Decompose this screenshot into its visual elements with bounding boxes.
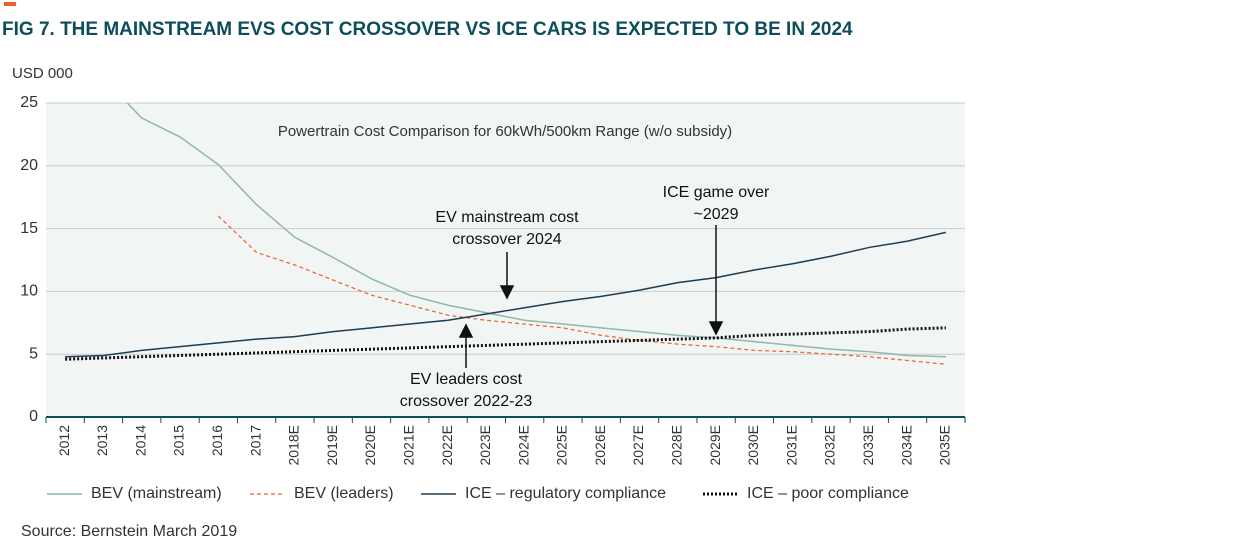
series-line: [126, 103, 946, 358]
x-tick-label: 2031E: [783, 425, 799, 465]
x-tick-label: 2018E: [286, 425, 302, 465]
y-tick-label: 10: [20, 283, 38, 300]
series-line: [65, 231, 947, 358]
x-tick-label: 2013: [94, 425, 110, 456]
legend-label: BEV (leaders): [294, 485, 394, 502]
y-tick-label: 25: [20, 94, 38, 111]
chart-subtitle: Powertrain Cost Comparison for 60kWh/500…: [278, 123, 732, 140]
x-tick-label: 2020E: [362, 425, 378, 465]
plot-background: [46, 103, 965, 417]
legend-label: ICE – poor compliance: [747, 485, 909, 502]
series-line: [217, 215, 946, 365]
x-tick-label: 2024E: [515, 425, 531, 465]
x-tick-label: 2015: [171, 425, 187, 456]
legend-label: BEV (mainstream): [91, 485, 222, 502]
annotation-arrows: [458, 225, 724, 368]
chart-title: FIG 7. THE MAINSTREAM EVS COST CROSSOVER…: [2, 19, 853, 40]
x-tick-label: 2016: [209, 425, 225, 456]
x-tick-label: 2030E: [745, 425, 761, 465]
x-tick-label: 2033E: [860, 425, 876, 465]
annotation: EV mainstream cost: [435, 209, 579, 226]
y-tick-label: 5: [29, 345, 38, 362]
x-tick-label: 2025E: [554, 425, 570, 465]
annotation: ~2029: [694, 206, 739, 223]
x-tick-label: 2035E: [937, 425, 953, 465]
x-tick-label: 2029E: [707, 425, 723, 465]
y-tick-label: 20: [20, 157, 38, 174]
x-tick-label: 2014: [132, 425, 148, 456]
annotation: EV leaders cost: [410, 371, 523, 388]
y-tick-label: 0: [29, 408, 38, 425]
x-tick-label: 2023E: [477, 425, 493, 465]
y-tick-label: 15: [20, 220, 38, 237]
x-tick-label: 2022E: [439, 425, 455, 465]
source: Source: Bernstein March 2019: [21, 523, 237, 540]
x-tick-label: 2017: [247, 425, 263, 456]
x-tick-label: 2012: [56, 425, 72, 456]
legend-label: ICE – regulatory compliance: [465, 485, 666, 502]
y-axis-label: USD 000: [12, 65, 73, 82]
annotation: ICE game over: [663, 184, 770, 201]
series-line: [65, 326, 946, 361]
accent: [4, 2, 16, 6]
x-tick-label: 2032E: [822, 425, 838, 465]
x-tick-label: 2034E: [898, 425, 914, 465]
annotation: crossover 2024: [452, 231, 561, 248]
x-tick-label: 2027E: [630, 425, 646, 465]
annotation: crossover 2022-23: [400, 393, 533, 410]
x-tick-label: 2019E: [324, 425, 340, 465]
x-tick-label: 2028E: [669, 425, 685, 465]
x-tick-label: 2021E: [400, 425, 416, 465]
x-tick-label: 2026E: [592, 425, 608, 465]
